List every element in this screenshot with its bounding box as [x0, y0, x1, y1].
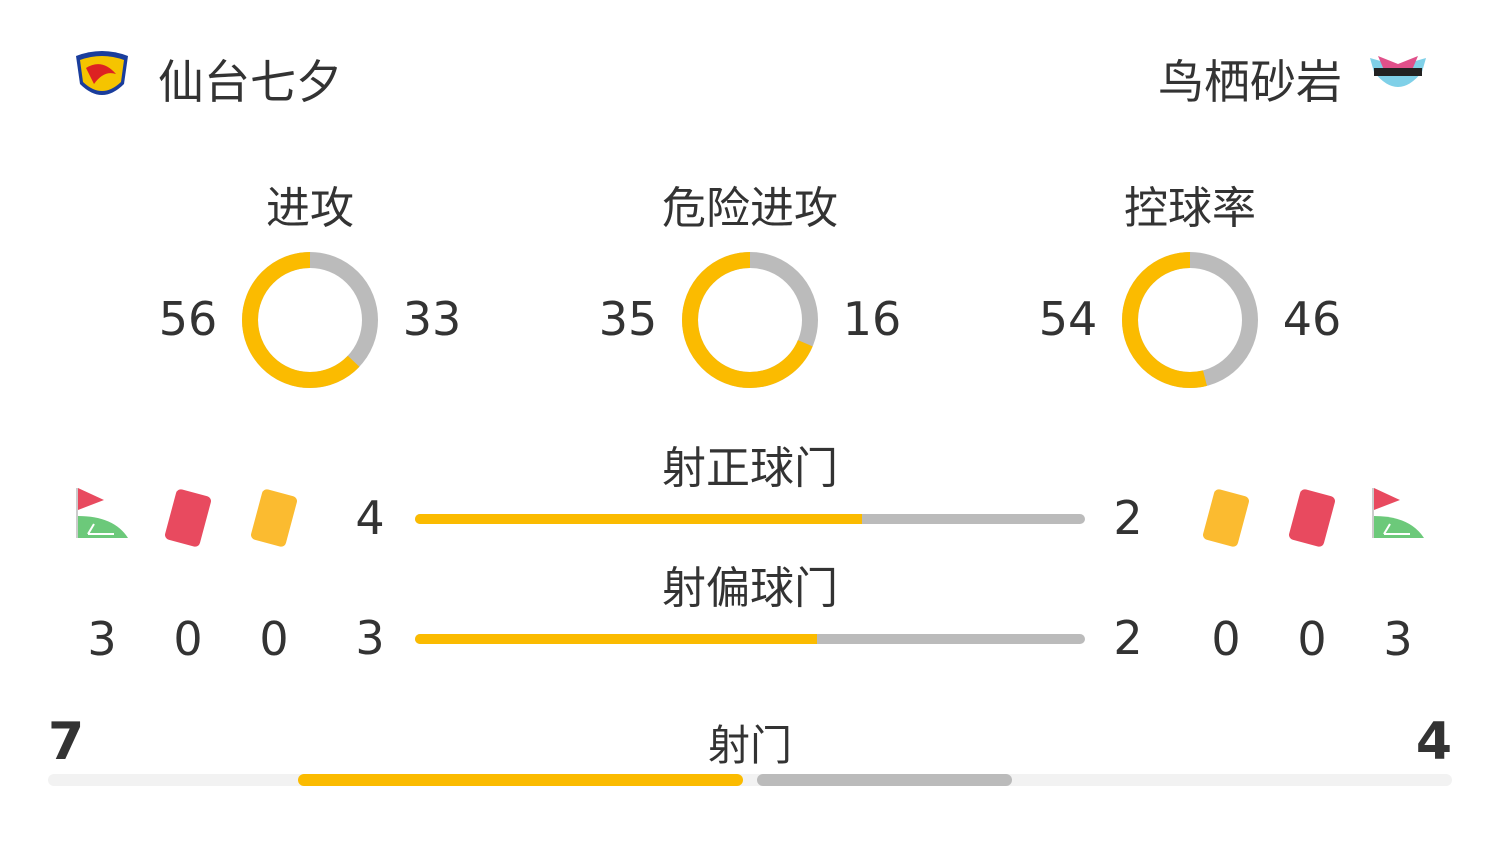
corner-flag-icon: [1370, 486, 1426, 544]
donut-home-value: 56: [158, 292, 218, 346]
away-logo: [1368, 52, 1428, 102]
donut-title: 控球率: [1124, 183, 1256, 234]
bar-home-fill: [415, 514, 862, 524]
bar-home-value: 3: [355, 611, 385, 665]
away-yellow_cards-value: 0: [1211, 612, 1241, 666]
home-red_cards-value: 0: [173, 612, 203, 666]
yellow-card-icon: [1198, 486, 1254, 554]
donut-home-arc: [242, 252, 378, 388]
away-corners-value: 3: [1383, 612, 1413, 666]
bar-track: [415, 634, 1085, 644]
shots-home-bar: [297, 774, 743, 786]
donut-away-value: 16: [842, 292, 902, 346]
donut-chart: [682, 252, 818, 388]
red-card-icon: [160, 486, 216, 554]
bar-track: [415, 514, 1085, 524]
home-yellow_cards-value: 0: [259, 612, 289, 666]
donut-home-arc: [1122, 252, 1258, 388]
shots-track: [48, 774, 1452, 786]
bar-title: 射正球门: [662, 443, 838, 494]
shots-away-bar: [757, 774, 1012, 786]
red-card-icon: [1284, 486, 1340, 554]
away-team-name: 鸟栖砂岩: [1158, 55, 1342, 109]
bar-home-value: 4: [355, 491, 385, 545]
home-team-name: 仙台七夕: [158, 55, 342, 109]
bar-away-value: 2: [1113, 491, 1143, 545]
donut-title: 危险进攻: [662, 183, 838, 234]
away-red_cards-value: 0: [1297, 612, 1327, 666]
donut-chart: [1122, 252, 1258, 388]
donut-home-value: 35: [598, 292, 658, 346]
home-shots: 7: [48, 712, 85, 772]
shots-label: 射门: [707, 721, 792, 770]
donut-home-value: 54: [1038, 292, 1098, 346]
donut-away-value: 33: [402, 292, 462, 346]
corner-flag-icon: [74, 486, 130, 544]
bar-away-value: 2: [1113, 611, 1143, 665]
yellow-card-icon: [246, 486, 302, 554]
donut-title: 进攻: [266, 183, 354, 234]
home-logo: [72, 48, 132, 108]
donut-home-arc: [682, 252, 818, 388]
donut-chart: [242, 252, 378, 388]
away-shots: 4: [1415, 712, 1452, 772]
bar-home-fill: [415, 634, 817, 644]
bar-title: 射偏球门: [662, 563, 838, 614]
donut-away-value: 46: [1282, 292, 1342, 346]
home-corners-value: 3: [87, 612, 117, 666]
